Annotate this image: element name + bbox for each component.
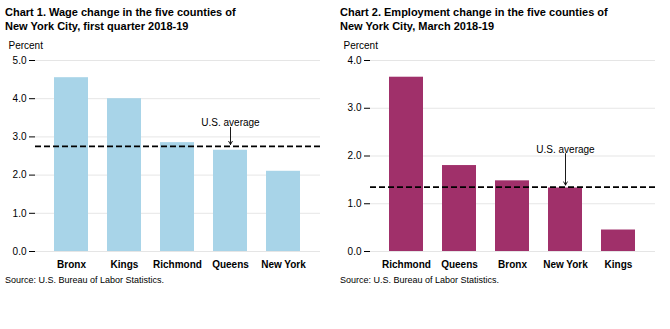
svg-text:New York: New York (543, 258, 588, 269)
svg-text:Richmond: Richmond (153, 258, 202, 269)
svg-text:Richmond: Richmond (382, 258, 431, 269)
html-text:Source: U.S. Bureau of Labor S: Source: U.S. Bureau of Labor Statistics. (5, 274, 165, 285)
svg-text:5.0: 5.0 (13, 54, 27, 65)
svg-text:4.0: 4.0 (13, 92, 27, 103)
svg-text:New York: New York (261, 258, 306, 269)
svg-text:4.0: 4.0 (348, 54, 362, 65)
svg-text:Queens: Queens (441, 258, 478, 269)
svg-text:Bronx: Bronx (57, 258, 86, 269)
svg-text:Kings: Kings (111, 258, 139, 269)
svg-text:3.0: 3.0 (348, 102, 362, 113)
svg-text:0.0: 0.0 (348, 245, 362, 256)
svg-text:Percent: Percent (344, 39, 379, 50)
svg-text:Kings: Kings (605, 258, 633, 269)
svg-text:0.0: 0.0 (13, 245, 27, 256)
svg-text:Queens: Queens (212, 258, 249, 269)
svg-text:U.S. average: U.S. average (536, 143, 595, 154)
svg-text:2.0: 2.0 (348, 150, 362, 161)
svg-text:1.0: 1.0 (348, 197, 362, 208)
svg-text:3.0: 3.0 (13, 131, 27, 142)
svg-text:U.S. average: U.S. average (201, 117, 260, 128)
svg-text:Percent: Percent (9, 39, 44, 50)
svg-text:Bronx: Bronx (498, 258, 527, 269)
svg-text:1.0: 1.0 (13, 207, 27, 218)
html-text:Chart 1. Wage change in the fi: Chart 1. Wage change in the five countie… (5, 6, 236, 32)
html-text:Chart 2. Employment change in: Chart 2. Employment change in the five c… (340, 6, 608, 32)
html-text:Source: U.S. Bureau of Labor S: Source: U.S. Bureau of Labor Statistics. (340, 274, 500, 285)
svg-text:2.0: 2.0 (13, 169, 27, 180)
